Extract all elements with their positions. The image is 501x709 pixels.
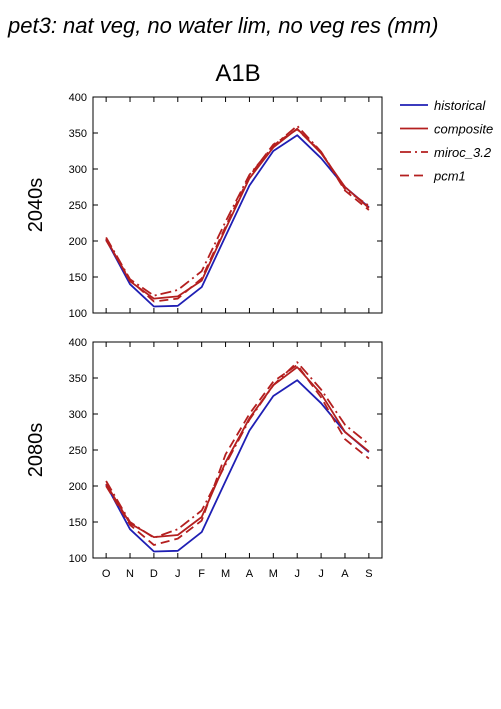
y-tick-label: 100 [69,308,87,320]
x-tick-label: O [102,568,111,580]
series-line-historical [105,379,370,553]
legend: historical composite miroc_3.2 pcm1 [400,98,493,184]
plot-frame [92,341,383,559]
x-tick-label: S [365,568,372,580]
panel-2040s: 100 150 200 250 300 350 400 2040s [25,92,383,320]
x-tick-label: M [269,568,278,580]
x-tick-label: A [341,568,349,580]
y-tick-label: 100 [69,553,87,565]
legend-label: historical [434,98,486,113]
x-tick-label: J [175,568,181,580]
x-tick-label: M [221,568,230,580]
y-tick-label: 200 [69,481,87,493]
series-line-composite [105,127,370,300]
x-tick-label: N [126,568,134,580]
series-line-composite [105,366,370,538]
y-tick-label: 400 [69,92,87,104]
legend-label: composite [434,122,493,137]
legend-label: miroc_3.2 [434,145,492,160]
y-tick-label: 250 [69,200,87,212]
x-tick-label: J [294,568,300,580]
row-label: 2040s [25,178,47,233]
y-tick-label: 300 [69,164,87,176]
series-line-miroc-3-2 [105,361,370,539]
figure-title: pet3: nat veg, no water lim, no veg res … [7,13,438,38]
y-tick-label: 350 [69,373,87,385]
series-line-pcm1 [105,128,370,303]
x-tick-label: J [318,568,324,580]
y-tick-label: 400 [69,337,87,349]
y-tick-label: 250 [69,445,87,457]
y-tick-label: 150 [69,517,87,529]
y-tick-label: 200 [69,236,87,248]
x-tick-label: A [246,568,254,580]
x-tick-label: D [150,568,158,580]
y-tick-label: 150 [69,272,87,284]
y-tick-label: 350 [69,128,87,140]
row-label: 2080s [25,423,47,478]
scenario-title: A1B [215,60,260,87]
panel-2080s: 100 150 200 250 300 350 400 O N D J F M A M J J A S 2080s [25,337,383,580]
legend-label: pcm1 [433,169,466,184]
y-tick-label: 300 [69,409,87,421]
series-line-historical [105,134,370,308]
x-tick-label: F [198,568,205,580]
series-line-pcm1 [105,364,370,546]
